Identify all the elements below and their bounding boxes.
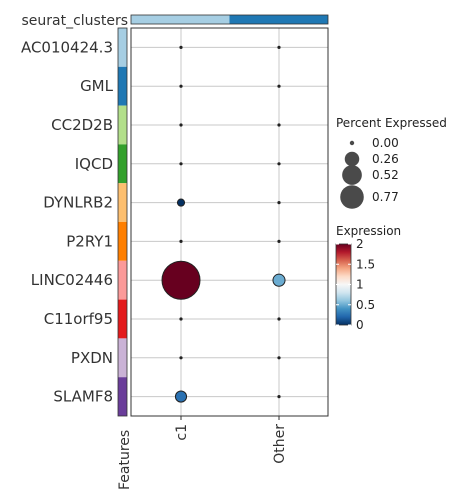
annotation-title: seurat_clusters <box>21 13 128 29</box>
dot-AC010424.3-c1 <box>179 45 183 50</box>
cluster-bar-c1 <box>131 15 230 24</box>
gene-label-P2RY1: P2RY1 <box>66 232 113 250</box>
size-legend: Percent Expressed 0.00 0.26 0.52 0.77 <box>336 116 447 209</box>
gene-label-CC2D2B: CC2D2B <box>51 116 113 134</box>
dot-LINC02446-c1 <box>161 260 201 300</box>
color-legend-label-4: 2 <box>356 237 364 251</box>
dot-IQCD-c1 <box>179 162 183 166</box>
gene-label-IQCD: IQCD <box>75 155 113 173</box>
size-legend-label-0: 0.00 <box>372 136 399 150</box>
feature-bar-P2RY1 <box>118 222 127 261</box>
cluster-annotation-bar <box>130 14 329 25</box>
size-legend-title: Percent Expressed <box>336 116 447 130</box>
size-legend-dot-0 <box>349 140 355 146</box>
gene-label-C11orf95: C11orf95 <box>44 310 113 328</box>
gene-label-DYNLRB2: DYNLRB2 <box>43 194 113 212</box>
dot-GML-c1 <box>179 84 183 88</box>
feature-bar-CC2D2B <box>118 105 127 145</box>
dot-SLAMF8-Other <box>277 395 281 399</box>
cluster-bar-border <box>130 14 329 25</box>
dot-DYNLRB2-Other <box>277 201 281 205</box>
size-legend-dot-1 <box>344 151 360 167</box>
plot-border <box>130 27 329 417</box>
gene-labels: AC010424.3 GML CC2D2B IQCD DYNLRB2 P2RY1 LINC0… <box>21 38 114 405</box>
color-legend-label-2: 1 <box>356 278 364 292</box>
size-legend-label-3: 0.77 <box>372 190 399 204</box>
dot-P2RY1-Other <box>277 239 281 243</box>
color-legend-label-0: 0 <box>356 318 364 332</box>
gene-label-GML: GML <box>80 77 114 95</box>
feature-annotation-bar <box>117 27 128 417</box>
size-legend-label-2: 0.52 <box>372 168 399 182</box>
size-legend-dot-3 <box>340 185 364 209</box>
data-points <box>161 45 286 403</box>
feature-bar-C11orf95 <box>118 299 127 339</box>
size-legend-label-1: 0.26 <box>372 152 399 166</box>
x-tick-label-Other: Other <box>272 424 288 464</box>
cluster-bar-Other <box>229 15 328 24</box>
feature-bar-GML <box>118 66 127 106</box>
x-tick-label-c1: c1 <box>174 424 190 441</box>
dot-C11orf95-Other <box>277 317 281 321</box>
color-legend-label-1: 0.5 <box>356 298 375 312</box>
x-axis: c1 Other <box>174 416 288 464</box>
feature-bar-border <box>117 27 128 417</box>
dot-PXDN-c1 <box>179 356 183 360</box>
gene-label-LINC02446: LINC02446 <box>31 271 113 289</box>
color-legend-title: Expression <box>336 224 401 238</box>
feature-bar-SLAMF8 <box>118 377 127 416</box>
feature-bar-PXDN <box>118 338 127 378</box>
color-legend: Expression 0 0.5 1 1.5 2 <box>335 224 401 332</box>
dot-CC2D2B-c1 <box>179 123 183 127</box>
gene-label-AC010424.3: AC010424.3 <box>21 38 113 56</box>
dot-SLAMF8-c1 <box>174 390 188 403</box>
feature-bar-LINC02446 <box>118 260 127 300</box>
plot-panel <box>131 28 328 416</box>
grid-lines <box>131 28 328 416</box>
dot-DYNLRB2-c1 <box>176 198 186 207</box>
color-legend-label-3: 1.5 <box>356 257 375 271</box>
feature-bar-IQCD <box>118 144 127 184</box>
gene-label-PXDN: PXDN <box>71 349 113 367</box>
dot-PXDN-Other <box>277 356 281 360</box>
feature-bar-AC010424.3 <box>118 28 127 67</box>
dot-GML-Other <box>277 84 281 88</box>
dot-LINC02446-Other <box>272 273 286 287</box>
feature-bar-DYNLRB2 <box>118 183 127 222</box>
dot-AC010424.3-Other <box>277 45 281 50</box>
dot-CC2D2B-Other <box>277 123 281 127</box>
gene-label-SLAMF8: SLAMF8 <box>53 388 113 406</box>
feature-axis-label: Features <box>117 430 133 490</box>
dot-C11orf95-c1 <box>179 317 183 321</box>
dot-IQCD-Other <box>277 162 281 166</box>
size-legend-dot-2 <box>342 165 362 185</box>
dot-P2RY1-c1 <box>179 239 183 243</box>
